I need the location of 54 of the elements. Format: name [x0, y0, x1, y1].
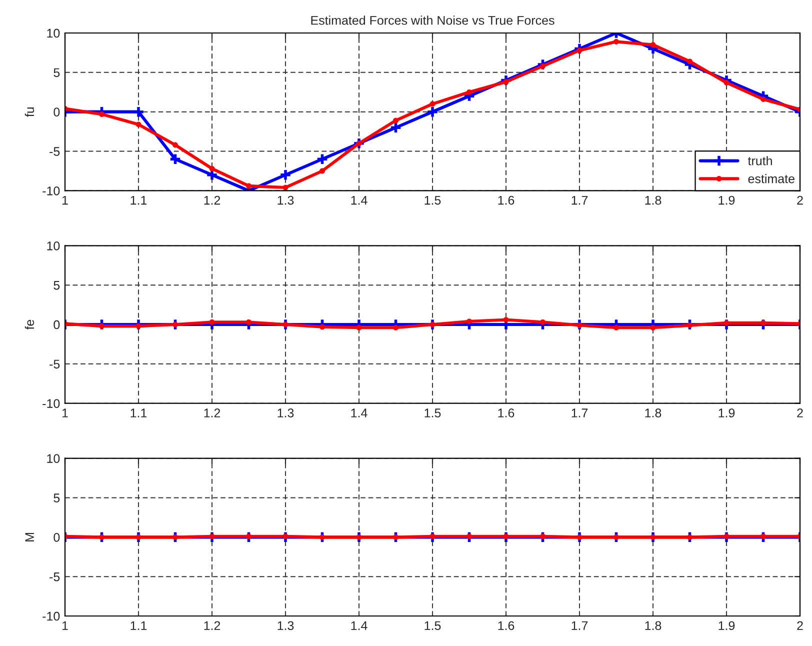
legend-label: estimate: [748, 174, 794, 184]
y-tick-label: 5: [54, 281, 60, 290]
x-tick-label: 1.4: [351, 408, 368, 418]
y-axis-title: fe: [24, 320, 34, 330]
y-tick-label: -10: [42, 399, 60, 408]
x-tick-label: 1.3: [278, 408, 294, 418]
x-tick-label: 1.7: [572, 621, 588, 630]
y-axis-title: fu: [24, 107, 34, 117]
y-tick-label: 10: [47, 454, 60, 463]
y-tick-label: 0: [54, 320, 60, 330]
x-tick-label: 1.9: [718, 408, 735, 418]
x-tick-label: 1.8: [645, 408, 662, 418]
x-tick-label: 1.1: [130, 621, 147, 630]
y-tick-label: 10: [47, 28, 60, 38]
x-tick-label: 1.2: [204, 408, 220, 418]
x-tick-label: 1.8: [645, 196, 662, 205]
x-tick-label: 1: [62, 196, 68, 205]
x-tick-label: 1.6: [498, 196, 514, 205]
chart-title: Estimated Forces with Noise vs True Forces: [311, 16, 554, 25]
x-tick-label: 1.1: [130, 408, 147, 418]
x-tick-label: 1.3: [278, 196, 294, 205]
x-tick-label: 1: [62, 408, 68, 418]
y-tick-label: 5: [54, 494, 60, 502]
y-tick-label: 0: [54, 108, 60, 116]
x-tick-label: 1.5: [424, 408, 441, 418]
x-tick-label: 1.3: [278, 621, 294, 630]
x-tick-label: 1.4: [351, 621, 368, 630]
y-tick-label: 0: [54, 532, 60, 542]
y-tick-label: -5: [50, 147, 60, 156]
x-tick-label: 1.6: [498, 408, 514, 418]
x-tick-label: 1.5: [424, 621, 441, 630]
x-tick-label: 1.8: [645, 621, 662, 630]
x-tick-label: 1.2: [204, 621, 220, 630]
y-tick-label: -5: [50, 360, 60, 369]
x-tick-label: 2: [797, 621, 803, 630]
x-tick-label: 1.4: [351, 196, 368, 205]
x-tick-label: 1: [62, 621, 68, 630]
x-tick-label: 1.7: [572, 196, 588, 205]
x-tick-label: 1.2: [204, 196, 220, 205]
x-tick-label: 1.5: [424, 196, 441, 205]
x-tick-label: 1.9: [718, 196, 735, 205]
x-tick-label: 1.7: [572, 408, 588, 418]
x-tick-label: 1.1: [130, 196, 147, 205]
y-axis-title: M: [25, 532, 34, 542]
legend-label: truth: [748, 156, 772, 166]
x-tick-label: 2: [797, 408, 803, 418]
y-tick-label: -10: [42, 186, 60, 196]
x-tick-label: 1.9: [718, 621, 735, 630]
x-tick-label: 1.6: [498, 621, 514, 630]
y-tick-label: 10: [47, 241, 60, 250]
y-tick-label: -5: [50, 572, 60, 582]
x-tick-label: 2: [797, 196, 803, 205]
y-tick-label: 5: [54, 68, 60, 78]
y-tick-label: -10: [42, 612, 60, 621]
